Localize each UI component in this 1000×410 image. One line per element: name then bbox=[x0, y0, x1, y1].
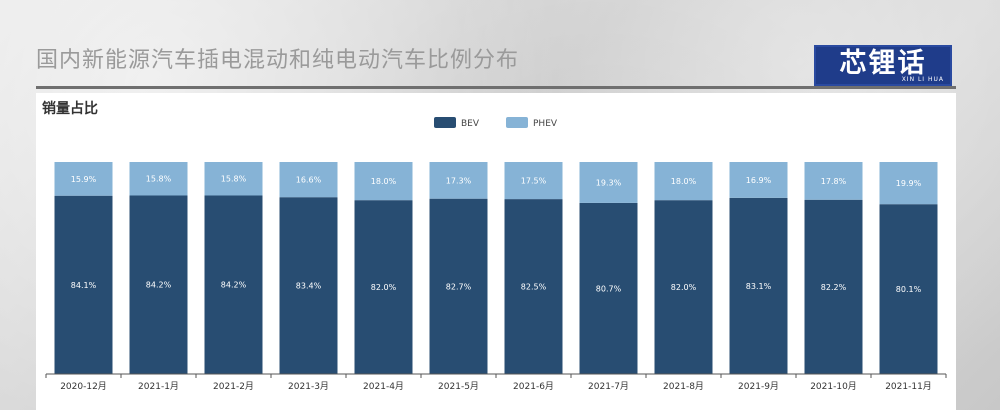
data-label-phev: 17.5% bbox=[521, 177, 547, 186]
x-tick-label: 2021-5月 bbox=[438, 381, 479, 392]
page-title: 国内新能源汽车插电混动和纯电动汽车比例分布 bbox=[36, 48, 520, 73]
legend-item-bev: BEV bbox=[434, 117, 480, 129]
logo-text: 芯锂话 bbox=[839, 48, 927, 79]
data-label-phev: 17.3% bbox=[446, 176, 472, 185]
bar-bev bbox=[654, 200, 713, 374]
bar-phev bbox=[579, 162, 638, 203]
bar-bev bbox=[354, 200, 413, 374]
bar-phev bbox=[804, 162, 863, 200]
legend-item-phev: PHEV bbox=[506, 117, 558, 129]
bar-phev bbox=[54, 162, 113, 196]
legend-label-bev: BEV bbox=[461, 119, 480, 129]
logo-subtext: XIN LI HUA bbox=[901, 76, 944, 83]
data-label-phev: 15.8% bbox=[221, 175, 247, 184]
data-label-bev: 80.7% bbox=[596, 284, 622, 293]
bar-bev bbox=[729, 197, 788, 374]
data-label-phev: 19.3% bbox=[596, 178, 622, 187]
data-label-bev: 83.1% bbox=[746, 282, 772, 291]
bar-phev bbox=[279, 162, 338, 198]
bar-bev bbox=[204, 195, 263, 374]
x-tick-label: 2021-7月 bbox=[588, 381, 629, 392]
bar-bev bbox=[279, 197, 338, 374]
x-tick-label: 2021-9月 bbox=[738, 381, 779, 392]
data-label-phev: 15.9% bbox=[71, 175, 97, 184]
data-label-bev: 84.2% bbox=[221, 281, 247, 290]
data-label-phev: 17.8% bbox=[821, 177, 847, 186]
data-label-phev: 16.6% bbox=[296, 176, 322, 185]
legend-label-phev: PHEV bbox=[533, 119, 558, 129]
bar-bev bbox=[504, 199, 563, 374]
bar-bev bbox=[804, 199, 863, 374]
legend-swatch-phev bbox=[506, 117, 528, 128]
data-label-bev: 82.0% bbox=[371, 283, 397, 292]
bar-phev bbox=[504, 162, 563, 200]
bar-phev bbox=[654, 162, 713, 201]
x-tick-label: 2021-2月 bbox=[213, 381, 254, 392]
bar-bev bbox=[429, 198, 488, 374]
data-label-bev: 84.1% bbox=[71, 281, 97, 290]
x-tick-label: 2021-3月 bbox=[288, 381, 329, 392]
data-label-bev: 82.7% bbox=[446, 282, 472, 291]
data-label-phev: 15.8% bbox=[146, 175, 172, 184]
bar-bev bbox=[129, 195, 188, 374]
data-label-bev: 82.0% bbox=[671, 283, 697, 292]
title-divider bbox=[36, 86, 956, 89]
x-tick-label: 2021-8月 bbox=[663, 381, 704, 392]
data-label-bev: 82.2% bbox=[821, 283, 847, 292]
x-tick-label: 2020-12月 bbox=[60, 381, 107, 392]
data-label-phev: 18.0% bbox=[671, 177, 697, 186]
data-label-bev: 83.4% bbox=[296, 282, 322, 291]
bar-phev bbox=[879, 162, 938, 205]
data-label-bev: 80.1% bbox=[896, 285, 922, 294]
data-label-phev: 16.9% bbox=[746, 176, 772, 185]
brand-logo: 芯锂话 XIN LI HUA bbox=[814, 45, 952, 86]
bar-phev bbox=[204, 162, 263, 196]
data-label-bev: 84.2% bbox=[146, 281, 172, 290]
x-tick-label: 2021-4月 bbox=[363, 381, 404, 392]
bar-bev bbox=[879, 204, 938, 374]
chart-panel: 销量占比 BEV PHEV 84.1% 15.9% 2020-12月 84.2% 15.8%… bbox=[36, 93, 956, 410]
bar-phev bbox=[429, 162, 488, 199]
x-tick-label: 2021-10月 bbox=[810, 381, 857, 392]
chart-title: 销量占比 bbox=[42, 101, 98, 117]
bar-phev bbox=[729, 162, 788, 198]
data-label-phev: 19.9% bbox=[896, 179, 922, 188]
x-tick-label: 2021-6月 bbox=[513, 381, 554, 392]
bar-bev bbox=[579, 202, 638, 374]
bar-bev bbox=[54, 195, 113, 374]
x-tick-label: 2021-1月 bbox=[138, 381, 179, 392]
x-tick-label: 2021-11月 bbox=[885, 381, 932, 392]
data-label-phev: 18.0% bbox=[371, 177, 397, 186]
legend-swatch-bev bbox=[434, 117, 456, 128]
stacked-bar-chart: BEV PHEV 84.1% 15.9% 2020-12月 84.2% 15.8% 2021-… bbox=[45, 117, 947, 392]
bar-phev bbox=[129, 162, 188, 196]
bar-phev bbox=[354, 162, 413, 201]
data-label-bev: 82.5% bbox=[521, 283, 547, 292]
